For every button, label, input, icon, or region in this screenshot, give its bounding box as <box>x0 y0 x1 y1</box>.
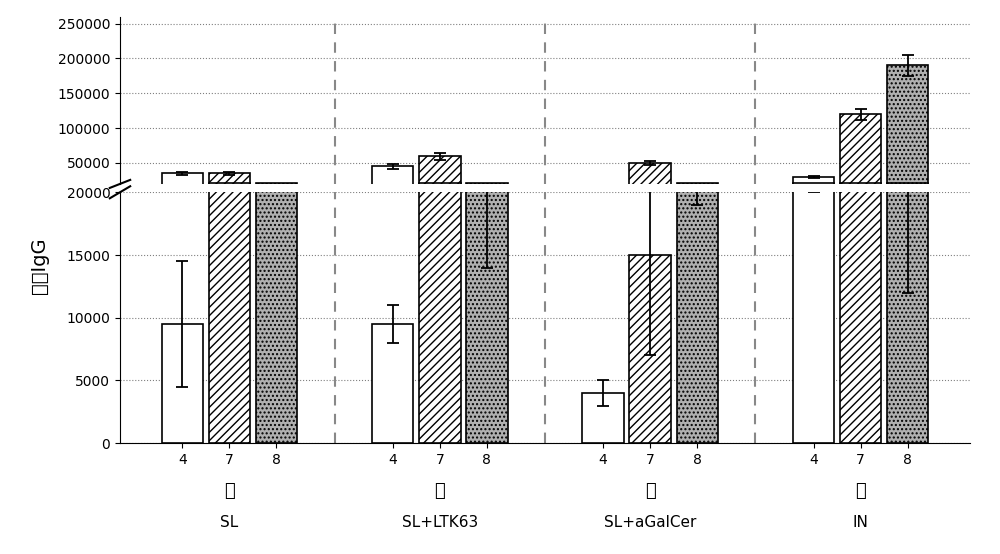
Text: 周: 周 <box>224 482 235 500</box>
Bar <box>840 114 881 198</box>
Text: SL: SL <box>220 515 238 530</box>
Bar <box>887 167 928 443</box>
Text: SL+aGalCer: SL+aGalCer <box>604 515 696 530</box>
Bar <box>419 182 461 198</box>
Bar <box>887 65 928 198</box>
Bar <box>793 177 834 198</box>
Bar <box>629 163 671 198</box>
Bar <box>256 167 297 443</box>
Bar <box>629 255 671 443</box>
Text: 周: 周 <box>645 482 656 500</box>
Bar <box>466 167 508 443</box>
Bar <box>162 173 203 198</box>
Bar <box>419 156 461 198</box>
Text: 周: 周 <box>855 482 866 500</box>
Bar <box>209 167 250 443</box>
Bar <box>372 324 413 443</box>
Bar <box>419 167 461 443</box>
Text: IN: IN <box>853 515 869 530</box>
Bar <box>677 182 718 198</box>
Bar <box>840 167 881 443</box>
Bar <box>582 393 624 443</box>
Bar <box>793 179 834 443</box>
Text: 血清IgG: 血清IgG <box>30 238 50 294</box>
Bar <box>372 167 413 198</box>
Bar <box>162 324 203 443</box>
Bar <box>887 182 928 198</box>
Text: 周: 周 <box>434 482 445 500</box>
Text: SL+LTK63: SL+LTK63 <box>402 515 478 530</box>
Bar <box>677 167 718 443</box>
Bar <box>209 182 250 198</box>
Bar <box>840 182 881 198</box>
Bar <box>256 182 297 198</box>
Bar <box>793 183 834 198</box>
Bar <box>466 182 508 198</box>
Bar <box>209 173 250 198</box>
